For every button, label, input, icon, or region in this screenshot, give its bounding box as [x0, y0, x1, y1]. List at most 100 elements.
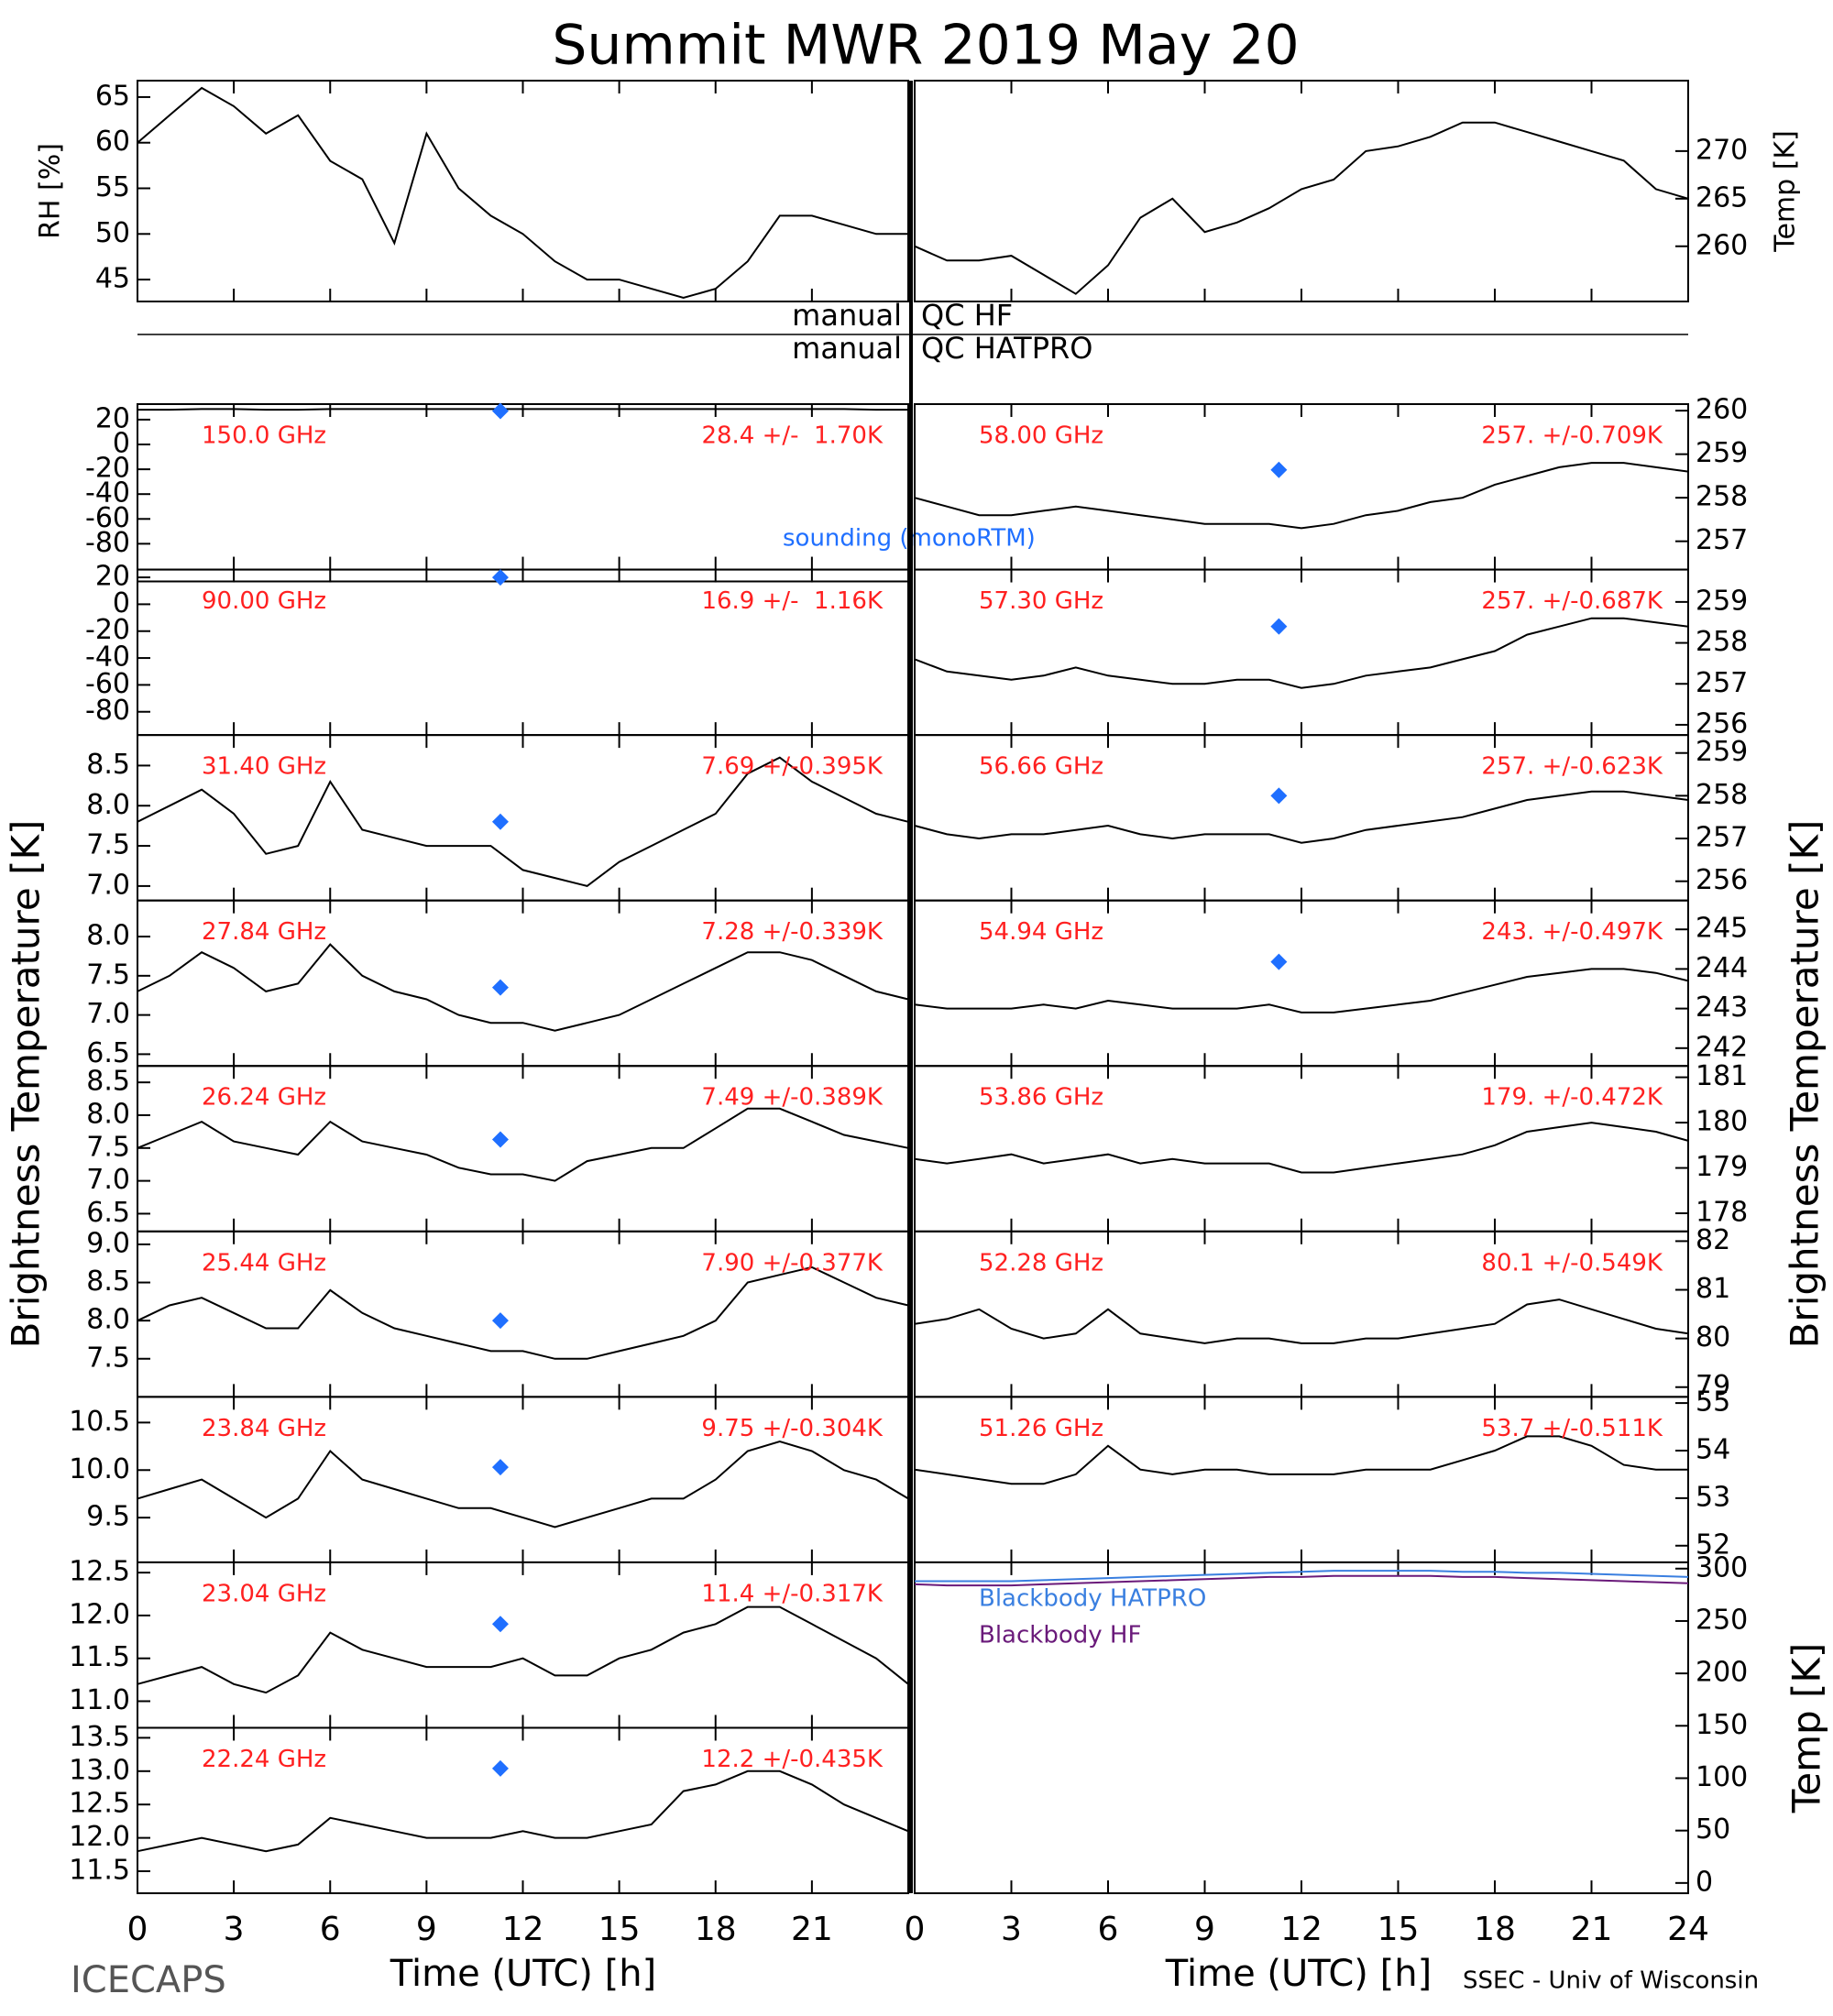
- y-tick-label: 6.5: [86, 1197, 130, 1229]
- y-tick-label: 11.5: [69, 1855, 130, 1887]
- sounding-marker: [1270, 953, 1288, 970]
- x-tick-label: 18: [1474, 1911, 1516, 1948]
- channel-stat: 7.90 +/-0.377K: [701, 1249, 884, 1276]
- x-tick-label: 3: [224, 1911, 245, 1948]
- y-tick-label: 7.5: [86, 959, 130, 991]
- y-tick-label: 8.0: [86, 1098, 130, 1130]
- y-tick-label: 12.0: [69, 1821, 130, 1853]
- data-line: [914, 462, 1689, 530]
- data-line: [914, 121, 1689, 295]
- data-line: [914, 617, 1689, 689]
- channel-stat: 179. +/-0.472K: [1481, 1084, 1663, 1112]
- y-tick-label: 100: [1696, 1761, 1748, 1793]
- y-tick-label: 257: [1696, 524, 1748, 556]
- y-tick-label: 6.5: [86, 1037, 130, 1069]
- channel-label: 31.40 GHz: [202, 753, 326, 781]
- x-tick-label: 15: [598, 1911, 641, 1948]
- y-tick-label: -80: [85, 695, 130, 727]
- channel-label: 22.24 GHz: [202, 1746, 326, 1773]
- x-tick-label: 21: [1571, 1911, 1613, 1948]
- y-tick-label: 10.5: [69, 1406, 130, 1438]
- data-line: [914, 1122, 1689, 1174]
- y-tick-label: 259: [1696, 736, 1748, 768]
- y-tick-label: 8.5: [86, 1066, 130, 1098]
- data-line: [914, 1435, 1688, 1485]
- x-tick-label: 0: [905, 1911, 926, 1948]
- legend-label: Blackbody HATPRO: [979, 1584, 1206, 1612]
- y-tick-label: 80: [1696, 1321, 1730, 1353]
- channel-stat: 257. +/-0.623K: [1481, 753, 1663, 781]
- y-tick-label: 7.5: [86, 1131, 130, 1163]
- x-tick-label: 9: [416, 1911, 437, 1948]
- y-tick-label: 7.0: [86, 998, 130, 1030]
- channel-label: 150.0 GHz: [202, 422, 326, 450]
- y-tick-label: 7.5: [86, 829, 130, 861]
- channel-label: 56.66 GHz: [979, 753, 1103, 781]
- y-axis-label: Temp [K]: [1784, 1643, 1829, 1814]
- data-line: [137, 86, 908, 300]
- channel-label: 52.28 GHz: [979, 1249, 1103, 1276]
- data-line: [137, 1769, 909, 1853]
- qc-label: QC HF: [921, 298, 1013, 333]
- y-tick-label: 150: [1696, 1709, 1748, 1741]
- channel-stat: 257. +/-0.709K: [1481, 422, 1663, 450]
- channel-stat: 243. +/-0.497K: [1481, 918, 1663, 946]
- y-tick-label: 55: [1696, 1386, 1730, 1419]
- y-tick-label: 8.5: [86, 1265, 130, 1298]
- data-line: [914, 790, 1689, 844]
- x-tick-label: 24: [1667, 1911, 1709, 1948]
- channel-label: 58.00 GHz: [979, 422, 1103, 450]
- y-tick-label: 8.0: [86, 789, 130, 821]
- y-tick-label: 257: [1696, 822, 1748, 854]
- y-tick-label: 244: [1696, 952, 1748, 984]
- sounding-marker: [491, 1759, 509, 1777]
- y-tick-label: 242: [1696, 1031, 1748, 1063]
- y-tick-label: 11.5: [69, 1641, 130, 1673]
- y-tick-label: 259: [1696, 585, 1748, 617]
- sounding-marker: [1270, 461, 1288, 478]
- x-tick-label: 21: [791, 1911, 833, 1948]
- channel-label: 25.44 GHz: [202, 1249, 326, 1276]
- series-line: [915, 1570, 1689, 1583]
- y-tick-label: 258: [1696, 481, 1748, 513]
- y-tick-label: 12.5: [69, 1556, 130, 1588]
- data-line: [137, 1107, 909, 1182]
- sounding-marker: [491, 569, 509, 586]
- y-tick-label: -20: [85, 453, 130, 485]
- y-tick-label: 12.0: [69, 1598, 130, 1630]
- y-tick-label: 257: [1696, 667, 1748, 699]
- x-axis-label: Time (UTC) [h]: [1165, 1953, 1432, 1995]
- y-tick-label: 7.5: [86, 1342, 130, 1374]
- y-tick-label: 180: [1696, 1106, 1748, 1138]
- y-tick-label: 200: [1696, 1657, 1748, 1689]
- qc-label: QC HATPRO: [921, 331, 1092, 366]
- data-line: [914, 1298, 1689, 1344]
- sounding-marker: [491, 1312, 509, 1330]
- channel-stat: 28.4 +/- 1.70K: [701, 422, 884, 450]
- channel-label: 23.04 GHz: [202, 1580, 326, 1607]
- channel-stat: 7.69 +/-0.395K: [701, 753, 884, 781]
- y-tick-label: 245: [1696, 913, 1748, 945]
- y-tick-label: 45: [95, 263, 130, 295]
- x-tick-label: 6: [320, 1911, 341, 1948]
- channel-label: 90.00 GHz: [202, 587, 326, 615]
- data-line: [914, 968, 1689, 1013]
- footer-right: SSEC - Univ of Wisconsin: [1463, 1967, 1759, 1995]
- y-tick-label: -60: [85, 502, 130, 534]
- sounding-marker: [491, 1131, 509, 1148]
- y-tick-label: 7.0: [86, 869, 130, 901]
- y-tick-label: 181: [1696, 1060, 1748, 1092]
- data-line: [137, 408, 908, 411]
- y-tick-label: 13.0: [69, 1754, 130, 1786]
- x-axis-label: Time (UTC) [h]: [390, 1953, 656, 1995]
- sounding-marker: [491, 813, 509, 830]
- x-tick-label: 15: [1377, 1911, 1420, 1948]
- channel-label: 57.30 GHz: [979, 587, 1103, 615]
- y-tick-label: 258: [1696, 626, 1748, 658]
- y-tick-label: 11.0: [69, 1684, 130, 1716]
- channel-stat: 7.28 +/-0.339K: [701, 918, 884, 946]
- y-tick-label: 259: [1696, 437, 1748, 469]
- y-tick-label: 300: [1696, 1551, 1748, 1583]
- y-tick-label: 9.0: [86, 1227, 130, 1259]
